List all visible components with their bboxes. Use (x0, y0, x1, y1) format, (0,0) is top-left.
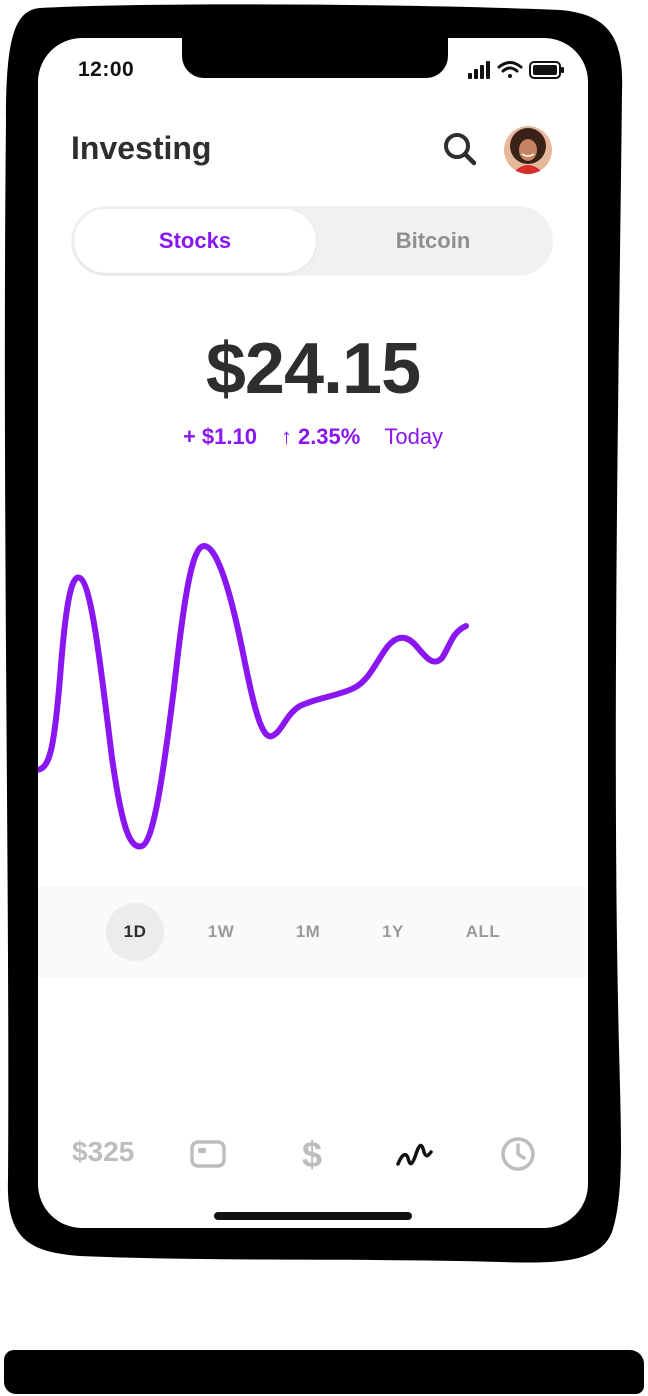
bottom-tab-bar: $325 $ (38, 1128, 588, 1178)
dollar-icon[interactable]: $ (292, 1134, 332, 1174)
arrow-up-icon: ↑ (280, 424, 292, 449)
price-line (38, 543, 469, 850)
price-chart (38, 543, 469, 850)
range-1y[interactable]: 1Y (382, 922, 404, 941)
battery-icon (529, 61, 564, 79)
range-1w[interactable]: 1W (207, 922, 235, 941)
status-icons (468, 61, 564, 79)
range-1m[interactable]: 1M (295, 922, 321, 941)
page-title: Investing (71, 130, 212, 166)
portfolio-balance: $24.15 (205, 329, 421, 409)
notch (182, 38, 448, 78)
change-amount: + $1.10 (182, 424, 257, 449)
phone-screen: 12:00 Investing (38, 38, 588, 1228)
change-percent: 2.35% (297, 424, 361, 449)
change-summary: + $1.10 ↑ 2.35% Today (38, 424, 588, 450)
change-percent-wrapper: ↑ 2.35% (281, 424, 360, 450)
status-time: 12:00 (78, 58, 135, 81)
wifi-icon (497, 61, 523, 78)
range-1d[interactable]: 1D (106, 903, 164, 961)
bottom-scribble-bar (4, 1350, 644, 1394)
avatar[interactable] (504, 126, 552, 174)
search-icon[interactable] (438, 127, 482, 171)
change-period: Today (384, 424, 444, 449)
home-indicator[interactable] (214, 1212, 412, 1220)
svg-text:$: $ (302, 1134, 322, 1174)
tab-balance[interactable]: $325 (72, 1136, 135, 1167)
signal-icon (468, 61, 490, 79)
tab-stocks[interactable]: Stocks (74, 209, 316, 273)
activity-clock-icon[interactable] (498, 1134, 538, 1174)
asset-segmented-control: Stocks Bitcoin (71, 206, 553, 276)
card-icon[interactable] (188, 1134, 228, 1174)
range-selector: 1D 1W 1M 1Y ALL (38, 886, 588, 978)
investing-icon[interactable] (394, 1134, 434, 1174)
range-all[interactable]: ALL (465, 922, 501, 941)
tab-bitcoin[interactable]: Bitcoin (395, 228, 471, 253)
